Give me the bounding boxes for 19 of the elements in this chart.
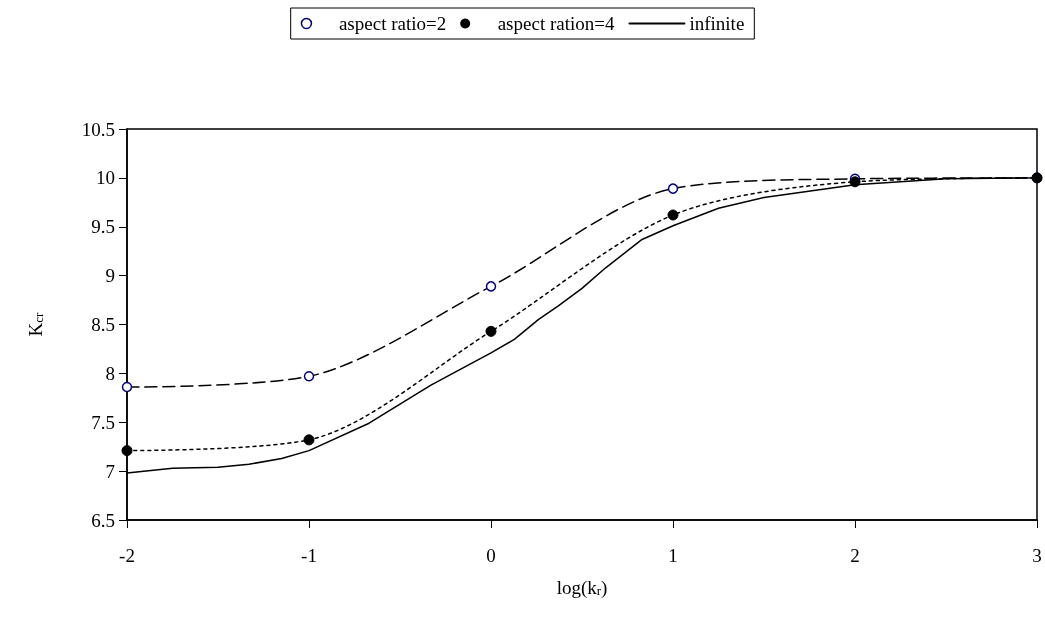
y-tick-label: 9.5 <box>91 216 115 238</box>
y-tick-label: 8 <box>105 362 115 384</box>
y-tick-label: 9 <box>105 265 115 287</box>
y-tick-label: 10 <box>96 167 115 189</box>
x-tick-label: 3 <box>1032 545 1042 566</box>
y-tick-label: 7.5 <box>91 411 115 433</box>
y-tick-label: 7 <box>105 460 115 482</box>
x-tick-label: 0 <box>486 545 496 566</box>
x-axis-title: log(kr) <box>556 577 608 599</box>
legend-label: infinite <box>689 13 745 34</box>
y-tick-label: 6.5 <box>91 509 115 531</box>
x-tick-label: -2 <box>119 545 135 566</box>
legend-label: aspect ratio=2 <box>338 13 447 34</box>
x-tick-label: 2 <box>850 545 860 566</box>
x-tick-label: -1 <box>301 545 317 566</box>
legend-label: aspect ration=4 <box>497 13 615 34</box>
x-tick-label: 1 <box>668 545 678 566</box>
y-tick-label: 10.5 <box>81 118 115 140</box>
y-tick-label: 8.5 <box>91 314 115 335</box>
